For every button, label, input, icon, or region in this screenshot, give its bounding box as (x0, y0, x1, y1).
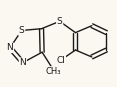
Text: N: N (19, 58, 26, 67)
Text: N: N (7, 43, 13, 52)
Text: Cl: Cl (56, 56, 65, 65)
Text: CH₃: CH₃ (46, 67, 61, 76)
Text: S: S (19, 26, 25, 35)
Text: S: S (57, 17, 63, 26)
